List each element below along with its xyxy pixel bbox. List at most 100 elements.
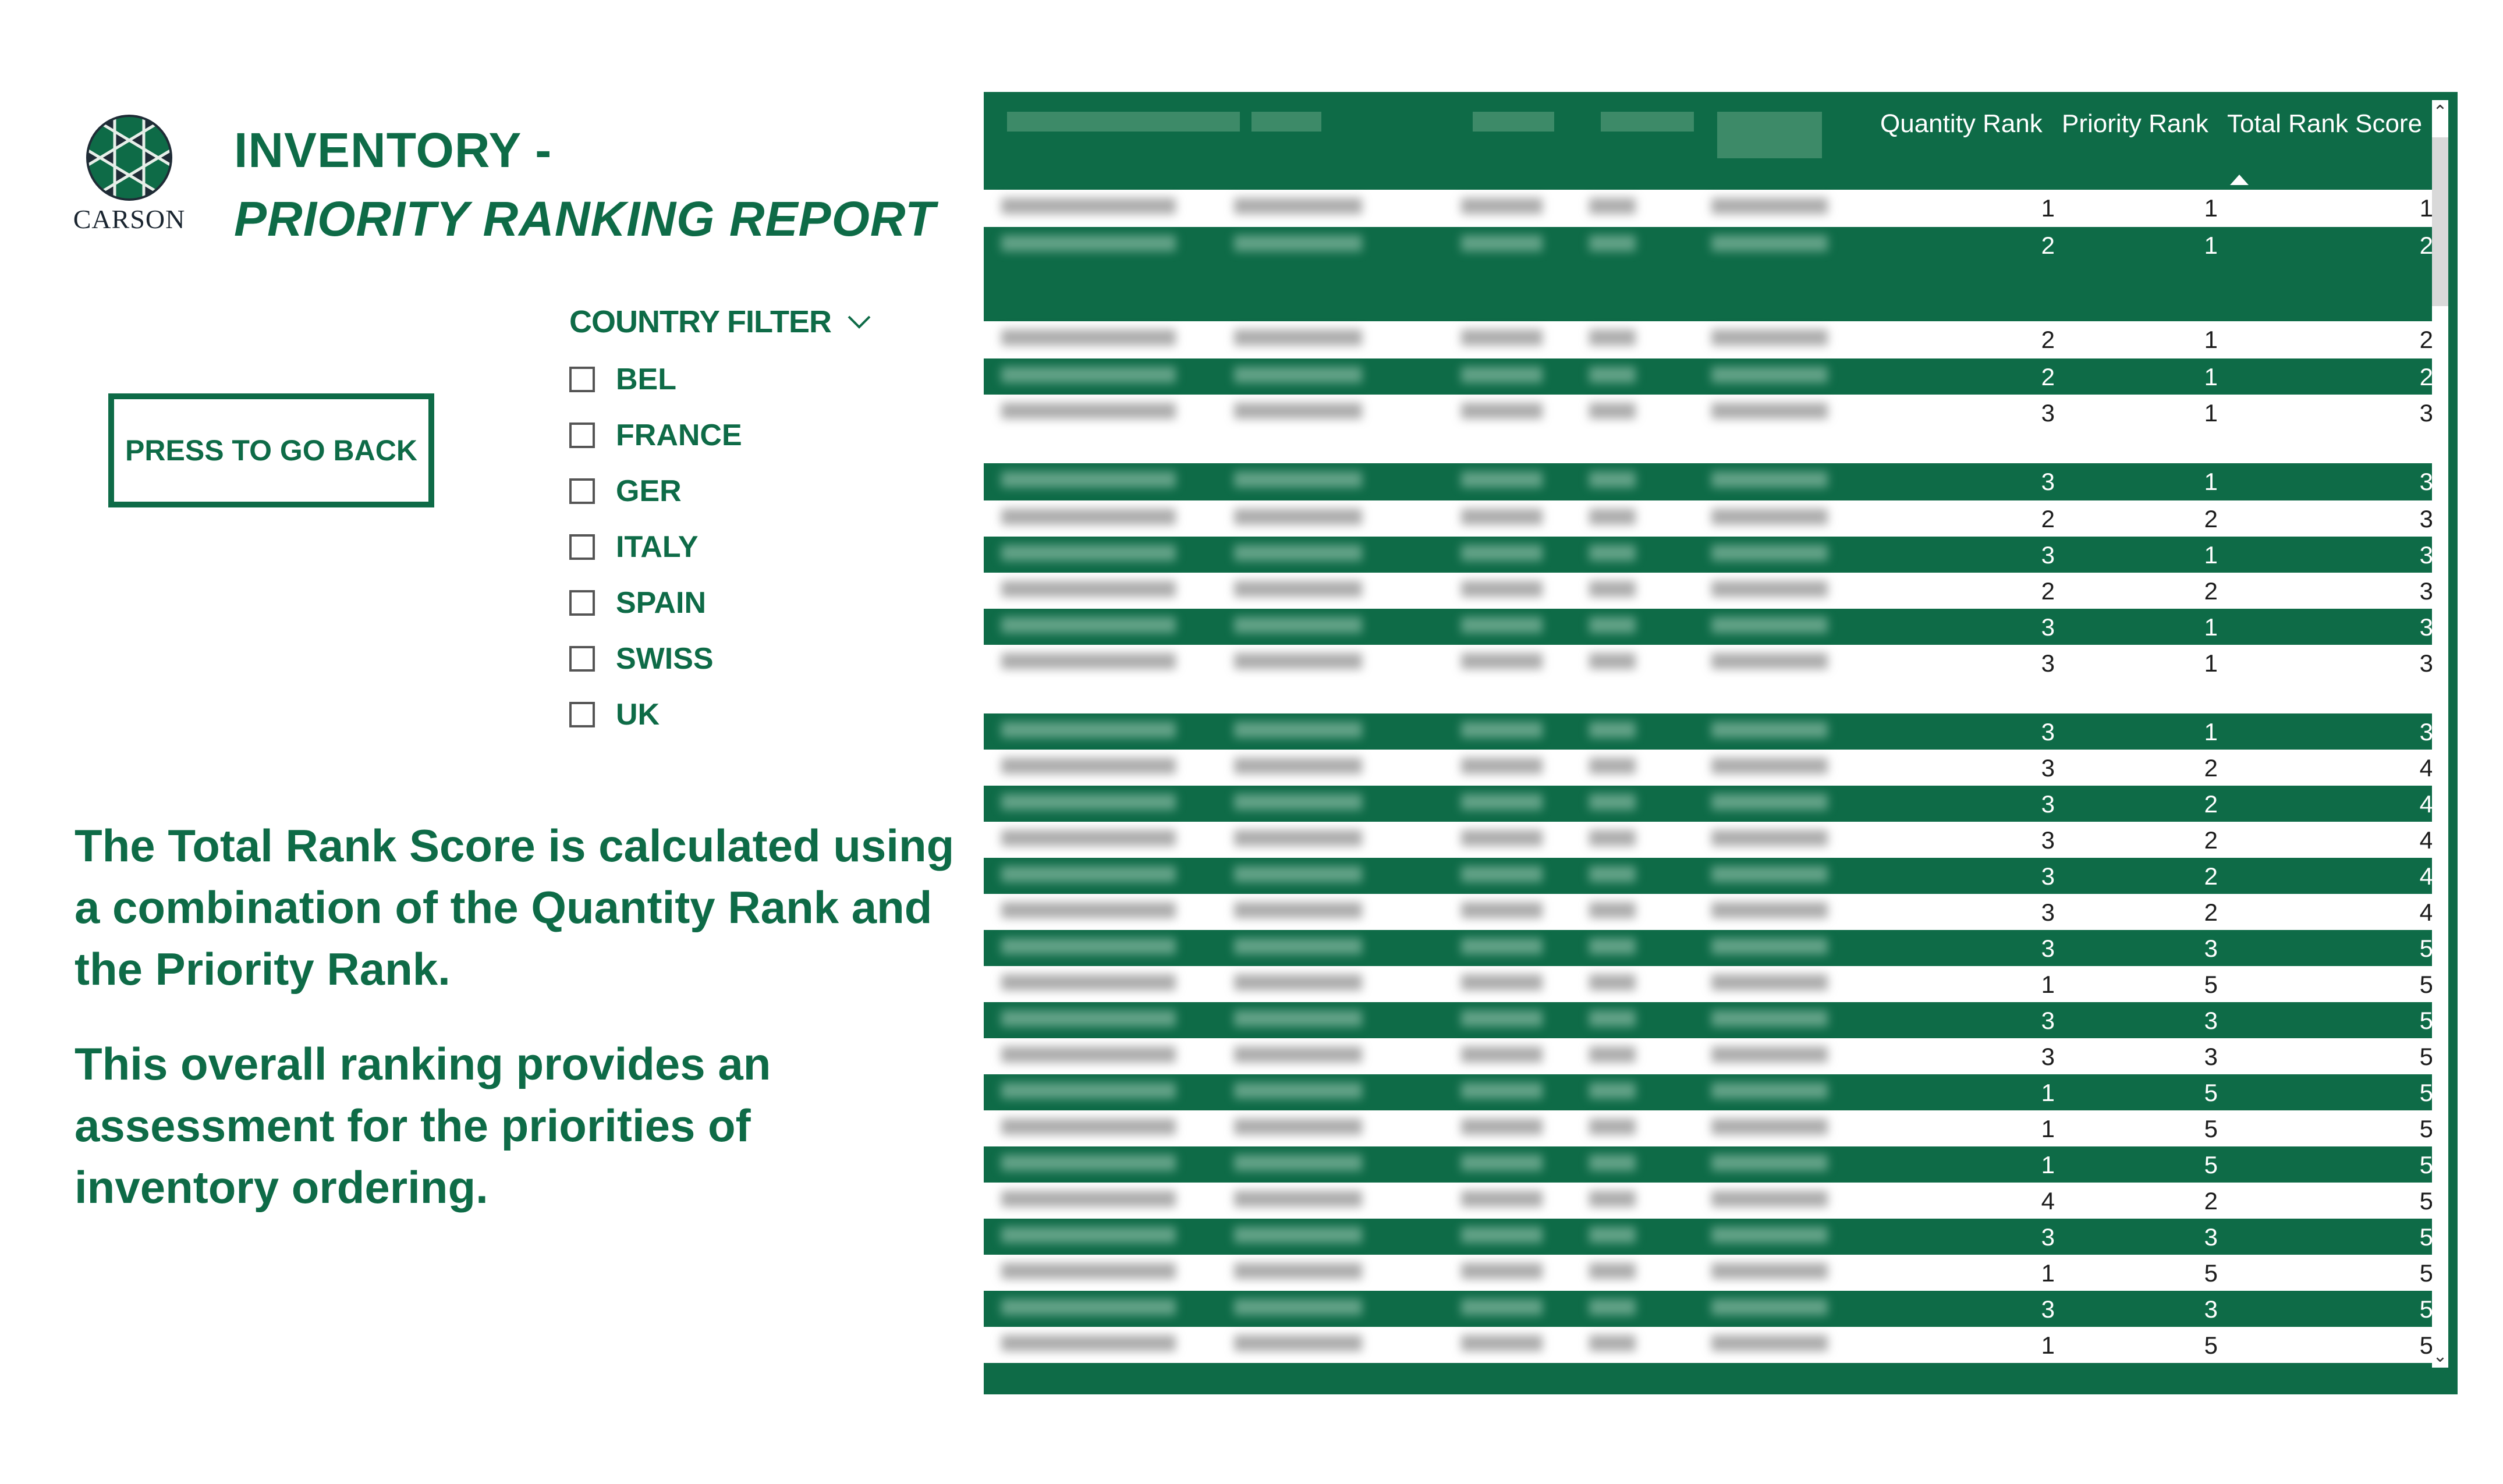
- arrow-up-icon[interactable]: ⌃: [2433, 102, 2448, 122]
- column-header-total-rank-score[interactable]: Total Rank Score: [2227, 109, 2423, 138]
- filter-option-ger[interactable]: GER: [569, 463, 742, 519]
- blurred-cell: [1234, 722, 1362, 738]
- table-row[interactable]: 3 1 3: [984, 537, 2439, 573]
- table-scrollbar[interactable]: ⌃ ⌄: [2432, 100, 2448, 1368]
- blurred-cell: [1001, 367, 1176, 383]
- total-rank-score-cell: 5: [2419, 1187, 2433, 1215]
- table-row[interactable]: 3 3 5: [984, 930, 2439, 966]
- table-row[interactable]: 3 1 3: [984, 609, 2439, 645]
- priority-rank-cell: 2: [2204, 899, 2218, 926]
- blurred-cells: [984, 1327, 1873, 1363]
- table-row[interactable]: 1 5 5: [984, 1255, 2439, 1291]
- page-title-line1: INVENTORY -: [234, 123, 552, 177]
- filter-option-bel[interactable]: BEL: [569, 352, 742, 407]
- table-row[interactable]: 2 1 2: [984, 358, 2439, 395]
- filter-option-swiss[interactable]: SWISS: [569, 631, 742, 687]
- blurred-cell: [1234, 974, 1362, 990]
- table-row[interactable]: 3 3 5: [984, 1219, 2439, 1255]
- checkbox[interactable]: [569, 590, 595, 616]
- table-row[interactable]: 3 2 4: [984, 750, 2439, 786]
- filter-option-label: SWISS: [616, 642, 714, 676]
- table-row[interactable]: 3 2 4: [984, 822, 2439, 858]
- scroll-thumb[interactable]: [2432, 137, 2448, 306]
- total-rank-score-cell: 5: [2419, 1151, 2433, 1178]
- blurred-cell: [1461, 403, 1543, 419]
- table-row[interactable]: 2 2 3: [984, 500, 2439, 537]
- checkbox[interactable]: [569, 423, 595, 448]
- blurred-cells: [984, 1002, 1873, 1038]
- table-row[interactable]: 2 1 2: [984, 227, 2439, 321]
- table-row[interactable]: 3 2 4: [984, 786, 2439, 822]
- blurred-cell: [1234, 509, 1362, 525]
- checkbox[interactable]: [569, 646, 595, 672]
- checkbox[interactable]: [569, 534, 595, 560]
- table-row[interactable]: 3 2 4: [984, 858, 2439, 894]
- total-rank-score-cell: 5: [2419, 1295, 2433, 1323]
- table-row[interactable]: 3 3 5: [984, 1002, 2439, 1038]
- total-rank-score-cell: 5: [2419, 1115, 2433, 1142]
- column-header-quantity-rank[interactable]: Quantity Rank: [1880, 109, 2043, 138]
- checkbox[interactable]: [569, 702, 595, 727]
- arrow-down-icon[interactable]: ⌄: [2433, 1346, 2448, 1366]
- blurred-cell: [1234, 758, 1362, 774]
- priority-rank-cell: 5: [2204, 1151, 2218, 1178]
- table-row[interactable]: 3 1 3: [984, 463, 2439, 500]
- table-row[interactable]: 3 2 4: [984, 894, 2439, 930]
- total-rank-score-cell: 5: [2419, 1007, 2433, 1034]
- checkbox[interactable]: [569, 478, 595, 504]
- table-row[interactable]: 3 1 3: [984, 395, 2439, 463]
- sort-ascending-icon: [2230, 175, 2249, 185]
- quantity-rank-cell: 3: [2041, 468, 2055, 495]
- blurred-cell: [1711, 1227, 1828, 1243]
- table-row[interactable]: 3 1 3: [984, 645, 2439, 713]
- priority-rank-cell: 1: [2204, 363, 2218, 390]
- total-rank-score-cell: 1: [2419, 194, 2433, 222]
- ranking-table: Quantity Rank Priority Rank Total Rank S…: [984, 92, 2458, 1394]
- blurred-cell: [1711, 617, 1828, 633]
- checkbox[interactable]: [569, 367, 595, 392]
- blurred-cell: [1001, 545, 1176, 561]
- blurred-cell: [1711, 1155, 1828, 1171]
- blurred-cell: [1001, 1299, 1176, 1315]
- priority-rank-cell: 2: [2204, 754, 2218, 782]
- filter-option-uk[interactable]: UK: [569, 687, 742, 743]
- blurred-cell: [1461, 329, 1543, 346]
- country-filter-header[interactable]: COUNTRY FILTER: [569, 301, 872, 342]
- chevron-down-icon[interactable]: [846, 313, 872, 331]
- table-row[interactable]: 2 1 2: [984, 321, 2439, 358]
- blurred-cell: [1711, 758, 1828, 774]
- table-row[interactable]: 1 1 1: [984, 190, 2439, 227]
- blurred-cell: [1589, 1227, 1636, 1243]
- blurred-cell: [1001, 653, 1176, 669]
- blurred-cell: [1234, 1299, 1362, 1315]
- blurred-cell: [1461, 1082, 1543, 1099]
- filter-option-spain[interactable]: SPAIN: [569, 575, 742, 631]
- table-row[interactable]: 1 5 5: [984, 1110, 2439, 1146]
- blurred-cells: [984, 500, 1873, 537]
- table-row[interactable]: 3 1 3: [984, 713, 2439, 750]
- table-row[interactable]: 1 5 5: [984, 1327, 2439, 1363]
- quantity-rank-cell: 4: [2041, 1187, 2055, 1215]
- column-header-priority-rank[interactable]: Priority Rank: [2062, 109, 2208, 138]
- blurred-cell: [1711, 1335, 1828, 1351]
- table-row[interactable]: 1 5 5: [984, 1074, 2439, 1110]
- blurred-cell: [1001, 830, 1176, 846]
- blurred-cell: [1234, 1046, 1362, 1063]
- go-back-button[interactable]: PRESS TO GO BACK: [108, 393, 434, 507]
- table-row[interactable]: 1 5 5: [984, 966, 2439, 1002]
- table-row[interactable]: 3 3 5: [984, 1038, 2439, 1074]
- table-row[interactable]: 4 2 5: [984, 1183, 2439, 1219]
- total-rank-score-cell: 4: [2419, 862, 2433, 890]
- filter-option-italy[interactable]: ITALY: [569, 519, 742, 575]
- soccer-ball-icon: [86, 115, 172, 201]
- blurred-cell: [1234, 1191, 1362, 1207]
- blurred-cell: [1234, 1263, 1362, 1279]
- table-row[interactable]: 1 5 5: [984, 1146, 2439, 1183]
- blurred-cell: [1589, 938, 1636, 954]
- quantity-rank-cell: 3: [2041, 754, 2055, 782]
- table-row[interactable]: 3 3 5: [984, 1291, 2439, 1327]
- blurred-cell: [1234, 1155, 1362, 1171]
- table-row[interactable]: 2 2 3: [984, 573, 2439, 609]
- filter-option-france[interactable]: FRANCE: [569, 407, 742, 463]
